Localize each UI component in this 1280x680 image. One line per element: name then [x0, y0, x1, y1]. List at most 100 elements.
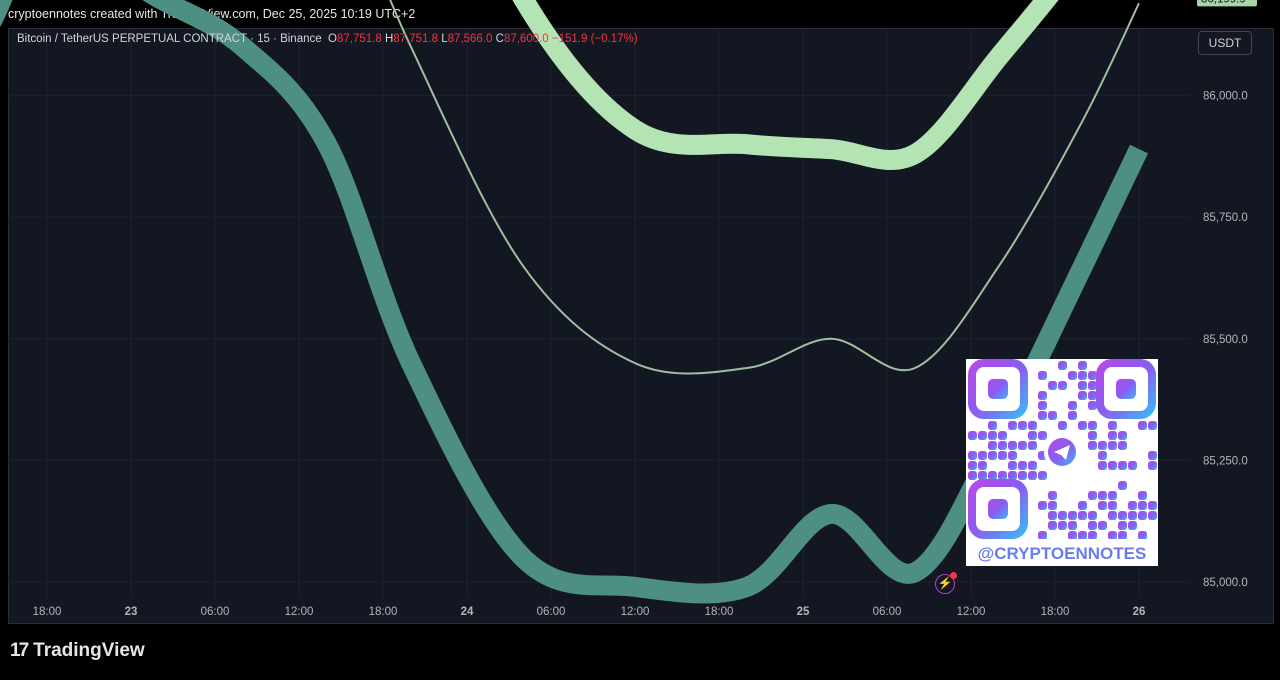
- qr-cell: [1108, 511, 1117, 520]
- qr-cell: [1048, 511, 1057, 520]
- qr-cell: [1028, 421, 1037, 430]
- qr-cell: [1038, 411, 1047, 420]
- qr-cell: [1108, 491, 1117, 500]
- qr-cell: [1038, 391, 1047, 400]
- x-tick-label: 12:00: [957, 606, 986, 618]
- legend-l-label: L: [441, 33, 448, 45]
- qr-cell: [1038, 501, 1047, 510]
- x-tick-label: 18:00: [369, 606, 398, 618]
- qr-cell: [968, 471, 977, 480]
- legend-o-value: 87,751.8: [337, 33, 382, 45]
- qr-cell: [1128, 461, 1137, 470]
- qr-cell: [1118, 531, 1127, 540]
- y-tick-label: 85,500.0: [1203, 334, 1248, 346]
- legend-h-label: H: [384, 33, 394, 45]
- qr-cell: [1048, 501, 1057, 510]
- qr-cell: [1088, 401, 1097, 410]
- qr-cell: [1098, 441, 1107, 450]
- qr-pattern: [968, 359, 1157, 540]
- qr-cell: [1088, 381, 1097, 390]
- qr-cell: [1118, 461, 1127, 470]
- qr-cell: [1128, 521, 1137, 530]
- qr-cell: [1038, 471, 1047, 480]
- qr-cell: [1018, 461, 1027, 470]
- qr-cell: [1088, 421, 1097, 430]
- qr-cell: [1038, 431, 1047, 440]
- price-labels: 88,696.387,600.010:32BTCUSDT.P87,448.186…: [1197, 0, 1257, 7]
- x-tick-label: 06:00: [201, 606, 230, 618]
- qr-cell: [988, 431, 997, 440]
- qr-cell: [1148, 501, 1157, 510]
- x-tick-label: 12:00: [285, 606, 314, 618]
- qr-cell: [1088, 511, 1097, 520]
- qr-cell: [1078, 371, 1087, 380]
- lightning-icon[interactable]: ⚡: [935, 572, 957, 594]
- currency-button[interactable]: USDT: [1198, 31, 1252, 55]
- qr-cell: [978, 461, 987, 470]
- qr-cell: [1118, 521, 1127, 530]
- band-lower-label-text: 86,199.9: [1201, 0, 1246, 5]
- qr-cell: [1108, 441, 1117, 450]
- qr-cell: [1088, 391, 1097, 400]
- qr-cell: [1038, 371, 1047, 380]
- qr-cell: [1028, 461, 1037, 470]
- x-tick-label: 12:00: [621, 606, 650, 618]
- qr-cell: [1018, 471, 1027, 480]
- qr-cell: [1098, 521, 1107, 530]
- qr-cell: [1058, 521, 1067, 530]
- qr-cell: [1038, 531, 1047, 540]
- y-axis[interactable]: 89,250.089,000.088,750.088,500.088,250.0…: [1203, 0, 1248, 589]
- y-tick-label: 85,000.0: [1203, 577, 1248, 589]
- x-tick-label: 25: [797, 606, 810, 618]
- qr-cell: [1088, 491, 1097, 500]
- qr-cell: [1008, 441, 1017, 450]
- legend-change: −151.9 (−0.17%): [551, 33, 638, 45]
- qr-cell: [1138, 531, 1147, 540]
- qr-cell: [988, 451, 997, 460]
- qr-cell: [1108, 421, 1117, 430]
- qr-cell: [1138, 421, 1147, 430]
- qr-cell: [1058, 381, 1067, 390]
- qr-cell: [1018, 441, 1027, 450]
- qr-cell: [998, 471, 1007, 480]
- qr-cell: [1098, 491, 1107, 500]
- band-thin-green: [389, 0, 1140, 375]
- qr-cell: [988, 471, 997, 480]
- qr-cell: [1098, 461, 1107, 470]
- qr-cell: [1078, 391, 1087, 400]
- qr-cell: [1038, 401, 1047, 410]
- qr-cell: [1118, 511, 1127, 520]
- qr-cell: [1008, 471, 1017, 480]
- legend: Bitcoin / TetherUS PERPETUAL CONTRACT · …: [17, 33, 638, 45]
- qr-cell: [1068, 401, 1077, 410]
- qr-cell: [1128, 501, 1137, 510]
- qr-cell: [1088, 521, 1097, 530]
- qr-cell: [978, 431, 987, 440]
- qr-cell: [1148, 511, 1157, 520]
- x-tick-label: 06:00: [537, 606, 566, 618]
- qr-cell: [1118, 481, 1127, 490]
- y-tick-label: 85,250.0: [1203, 455, 1248, 467]
- qr-cell: [998, 451, 1007, 460]
- qr-cell: [1008, 421, 1017, 430]
- qr-code: @CRYPTOENNOTES: [966, 359, 1158, 566]
- y-tick-label: 86,000.0: [1203, 91, 1248, 103]
- legend-l-value: 87,566.0: [447, 33, 493, 45]
- legend-o-label: O: [328, 33, 337, 45]
- x-axis[interactable]: 18:00 23 06:00 12:00 18:00 24 06:00 12:00 18:00 2…: [33, 606, 1146, 618]
- qr-cell: [968, 451, 977, 460]
- qr-cell: [1088, 371, 1097, 380]
- x-tick-label: 06:00: [873, 606, 902, 618]
- qr-cell: [1048, 521, 1057, 530]
- x-tick-label: 18:00: [33, 606, 62, 618]
- x-tick-label: 23: [125, 606, 138, 618]
- x-tick-label: 24: [461, 606, 474, 618]
- legend-symbol: Bitcoin / TetherUS PERPETUAL CONTRACT · …: [17, 33, 322, 45]
- footer-brand-text: TradingView: [33, 640, 145, 661]
- qr-cell: [1028, 431, 1037, 440]
- qr-cell: [1108, 501, 1117, 510]
- qr-cell: [1058, 511, 1067, 520]
- qr-cell: [1058, 361, 1067, 370]
- qr-cell: [998, 441, 1007, 450]
